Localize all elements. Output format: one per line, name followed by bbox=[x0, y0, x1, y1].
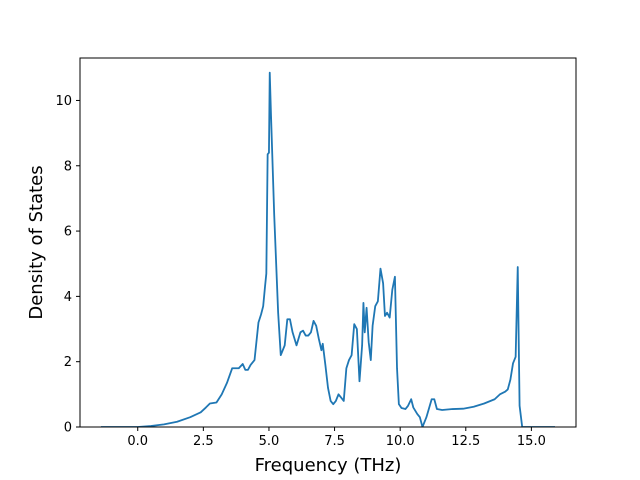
y-tick-label: 6 bbox=[64, 225, 72, 240]
y-tick-label: 4 bbox=[64, 290, 72, 305]
y-axis-label: Density of States bbox=[26, 165, 47, 319]
dos-line bbox=[100, 71, 556, 427]
y-tick-label: 2 bbox=[64, 355, 72, 370]
x-axis-ticks: 0.0 2.5 5.0 7.5 10.0 12.5 15.0 bbox=[127, 427, 546, 449]
x-tick-label: 5.0 bbox=[259, 434, 280, 449]
plot-area bbox=[79, 57, 577, 428]
y-tick-label: 8 bbox=[64, 159, 72, 174]
x-tick-label: 10.0 bbox=[386, 434, 415, 449]
axes-frame bbox=[79, 57, 577, 428]
x-tick-label: 2.5 bbox=[193, 434, 214, 449]
x-tick-label: 7.5 bbox=[324, 434, 345, 449]
y-tick-label: 10 bbox=[55, 94, 72, 109]
x-tick-label: 12.5 bbox=[451, 434, 480, 449]
x-axis-label: Frequency (THz) bbox=[255, 455, 402, 476]
x-tick-label: 15.0 bbox=[517, 434, 546, 449]
y-axis-ticks: 0 2 4 6 8 10 bbox=[55, 94, 80, 436]
y-tick-label: 0 bbox=[64, 421, 72, 436]
x-tick-label: 0.0 bbox=[127, 434, 148, 449]
